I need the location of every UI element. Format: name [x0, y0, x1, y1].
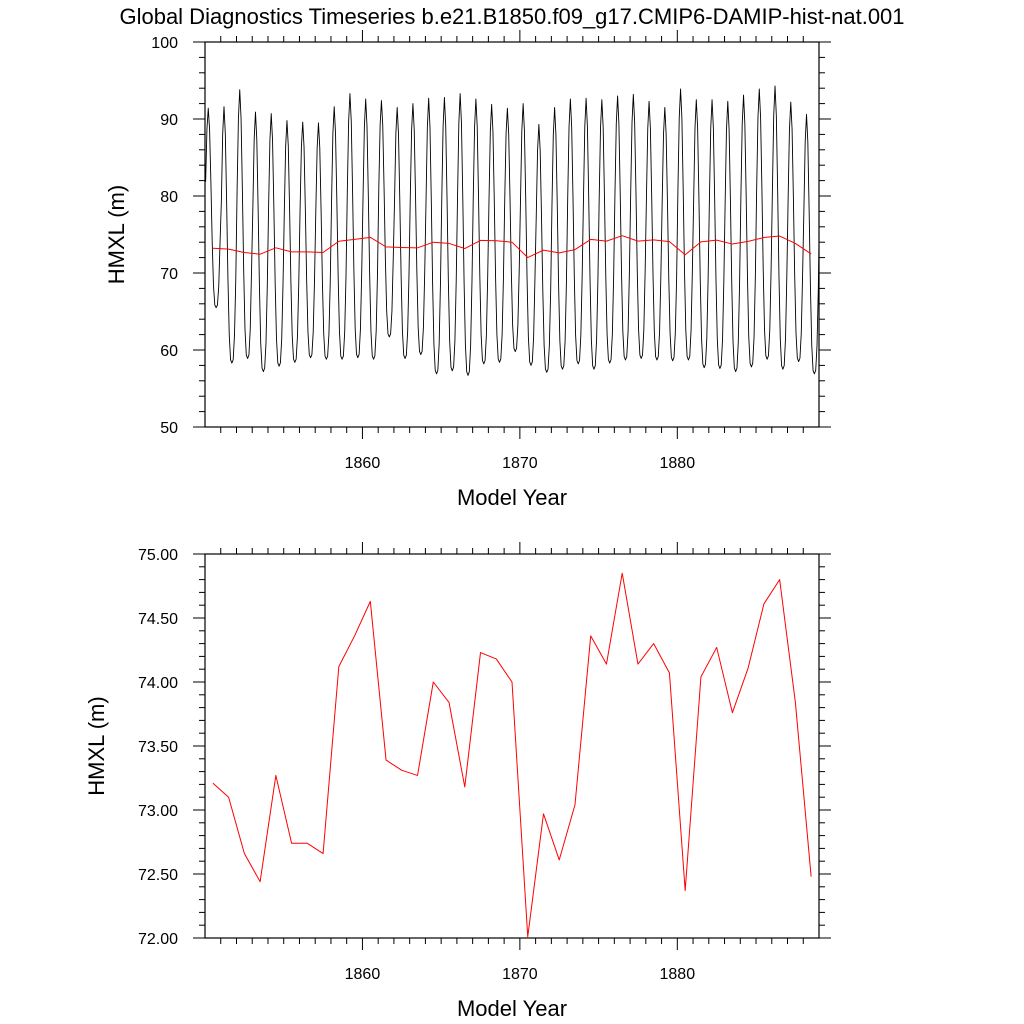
bottom-annual-series-line — [212, 572, 812, 938]
bottom-x-tick-label: 1860 — [345, 966, 381, 983]
figure-title: Global Diagnostics Timeseries b.e21.B185… — [119, 4, 904, 29]
top-x-tick-label: 1870 — [502, 455, 538, 472]
top-x-axis-title: Model Year — [457, 485, 567, 510]
top-y-tick-label: 70 — [160, 266, 178, 283]
bottom-plot-frame — [204, 553, 820, 939]
top-y-tick-label: 60 — [160, 343, 178, 360]
bottom-panel: 1860 1870 1880 72.00 72.50 73.00 73.50 74.00 74.… — [84, 542, 831, 1021]
top-panel: 1860 1870 1880 50 60 70 80 90 100 Model Year HMXL … — [104, 30, 831, 510]
top-plot-frame — [204, 41, 820, 428]
bottom-y-tick-label: 75.00 — [138, 547, 178, 564]
bottom-y-tick-label: 73.50 — [138, 739, 178, 756]
bottom-x-tick-label: 1870 — [502, 966, 538, 983]
bottom-y-tick-label: 73.00 — [138, 803, 178, 820]
top-y-tick-label: 80 — [160, 189, 178, 206]
top-annual-series-line — [212, 235, 812, 259]
top-x-tick-label: 1860 — [345, 455, 381, 472]
top-y-tick-label: 100 — [151, 35, 178, 52]
bottom-x-axis-title: Model Year — [457, 996, 567, 1021]
top-x-tick-label: 1880 — [660, 455, 696, 472]
bottom-y-axis-title: HMXL (m) — [84, 696, 109, 795]
bottom-y-tick-label: 74.50 — [138, 611, 178, 628]
top-y-tick-label: 90 — [160, 112, 178, 129]
top-y-axis-title: HMXL (m) — [104, 185, 129, 284]
bottom-x-tick-label: 1880 — [660, 966, 696, 983]
top-monthly-series-line — [205, 85, 819, 376]
bottom-y-tick-label: 72.00 — [138, 931, 178, 948]
bottom-y-tick-label: 72.50 — [138, 867, 178, 884]
top-y-tick-label: 50 — [160, 420, 178, 437]
bottom-y-tick-label: 74.00 — [138, 675, 178, 692]
